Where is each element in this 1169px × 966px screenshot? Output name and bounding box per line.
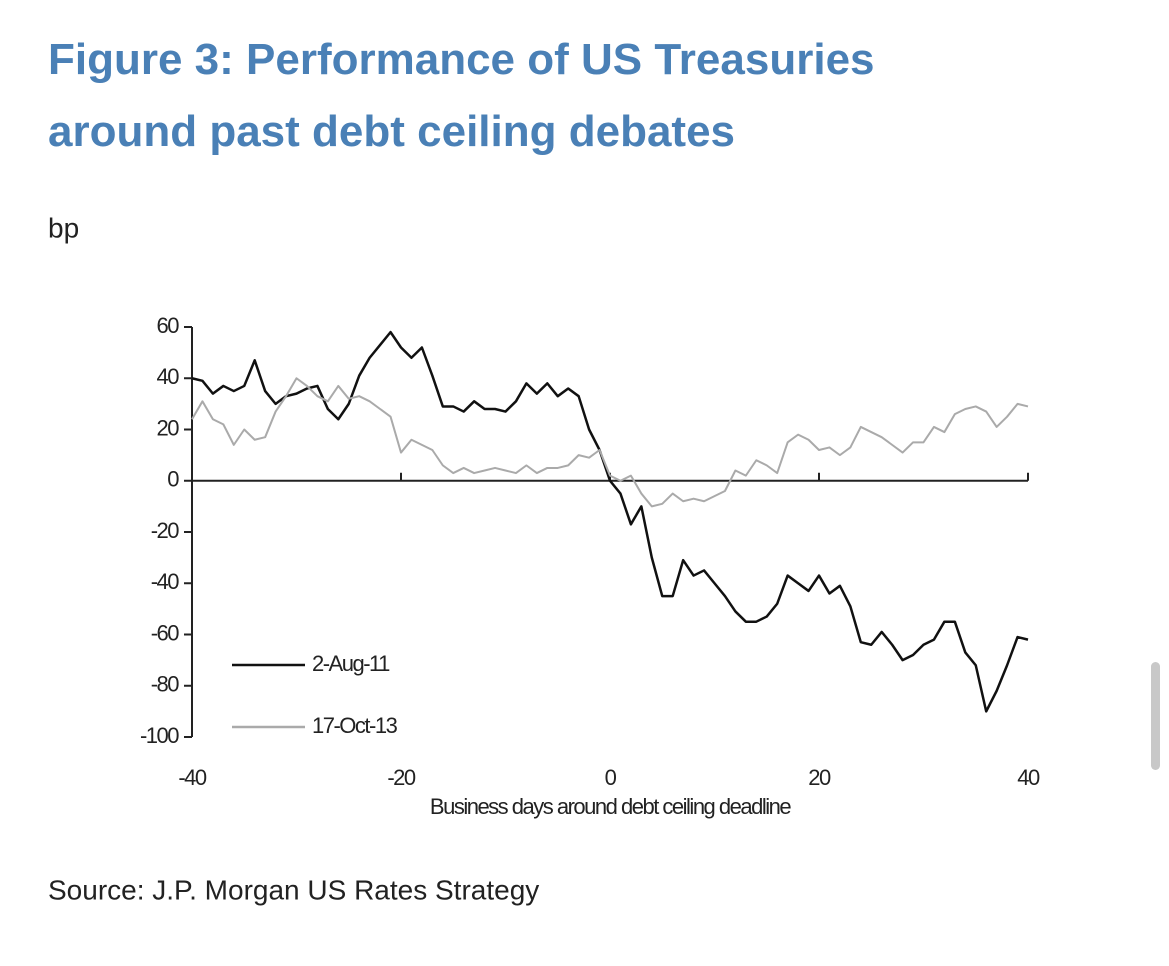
y-tick-label: 0 <box>167 467 179 492</box>
y-tick-label: -40 <box>151 569 180 594</box>
y-tick-label: -20 <box>151 518 180 543</box>
y-tick-label: 40 <box>157 364 180 389</box>
x-tick-label: 40 <box>1017 765 1040 790</box>
scrollbar[interactable] <box>1151 662 1160 770</box>
y-tick-label: -100 <box>140 723 179 748</box>
legend-label: 17-Oct-13 <box>312 713 398 738</box>
y-tick-label: 20 <box>157 415 180 440</box>
series-line <box>191 377 1029 508</box>
x-axis-label: Business days around debt ceiling deadli… <box>430 794 791 819</box>
x-tick-label: 20 <box>808 765 831 790</box>
y-tick-label: 60 <box>157 313 180 338</box>
y-axis-label: bp <box>48 212 79 243</box>
x-tick-label: -20 <box>387 765 416 790</box>
x-tick-label: 0 <box>605 765 617 790</box>
source: Source: J.P. Morgan US Rates Strategy <box>48 874 539 905</box>
series-line <box>191 330 1029 713</box>
chart-title: Figure 3: Performance of US Treasuries a… <box>48 35 875 156</box>
y-tick-label: -80 <box>151 672 180 697</box>
legend-label: 2-Aug-11 <box>312 651 390 676</box>
y-tick-label: -60 <box>151 620 180 645</box>
x-tick-label: -40 <box>178 765 207 790</box>
